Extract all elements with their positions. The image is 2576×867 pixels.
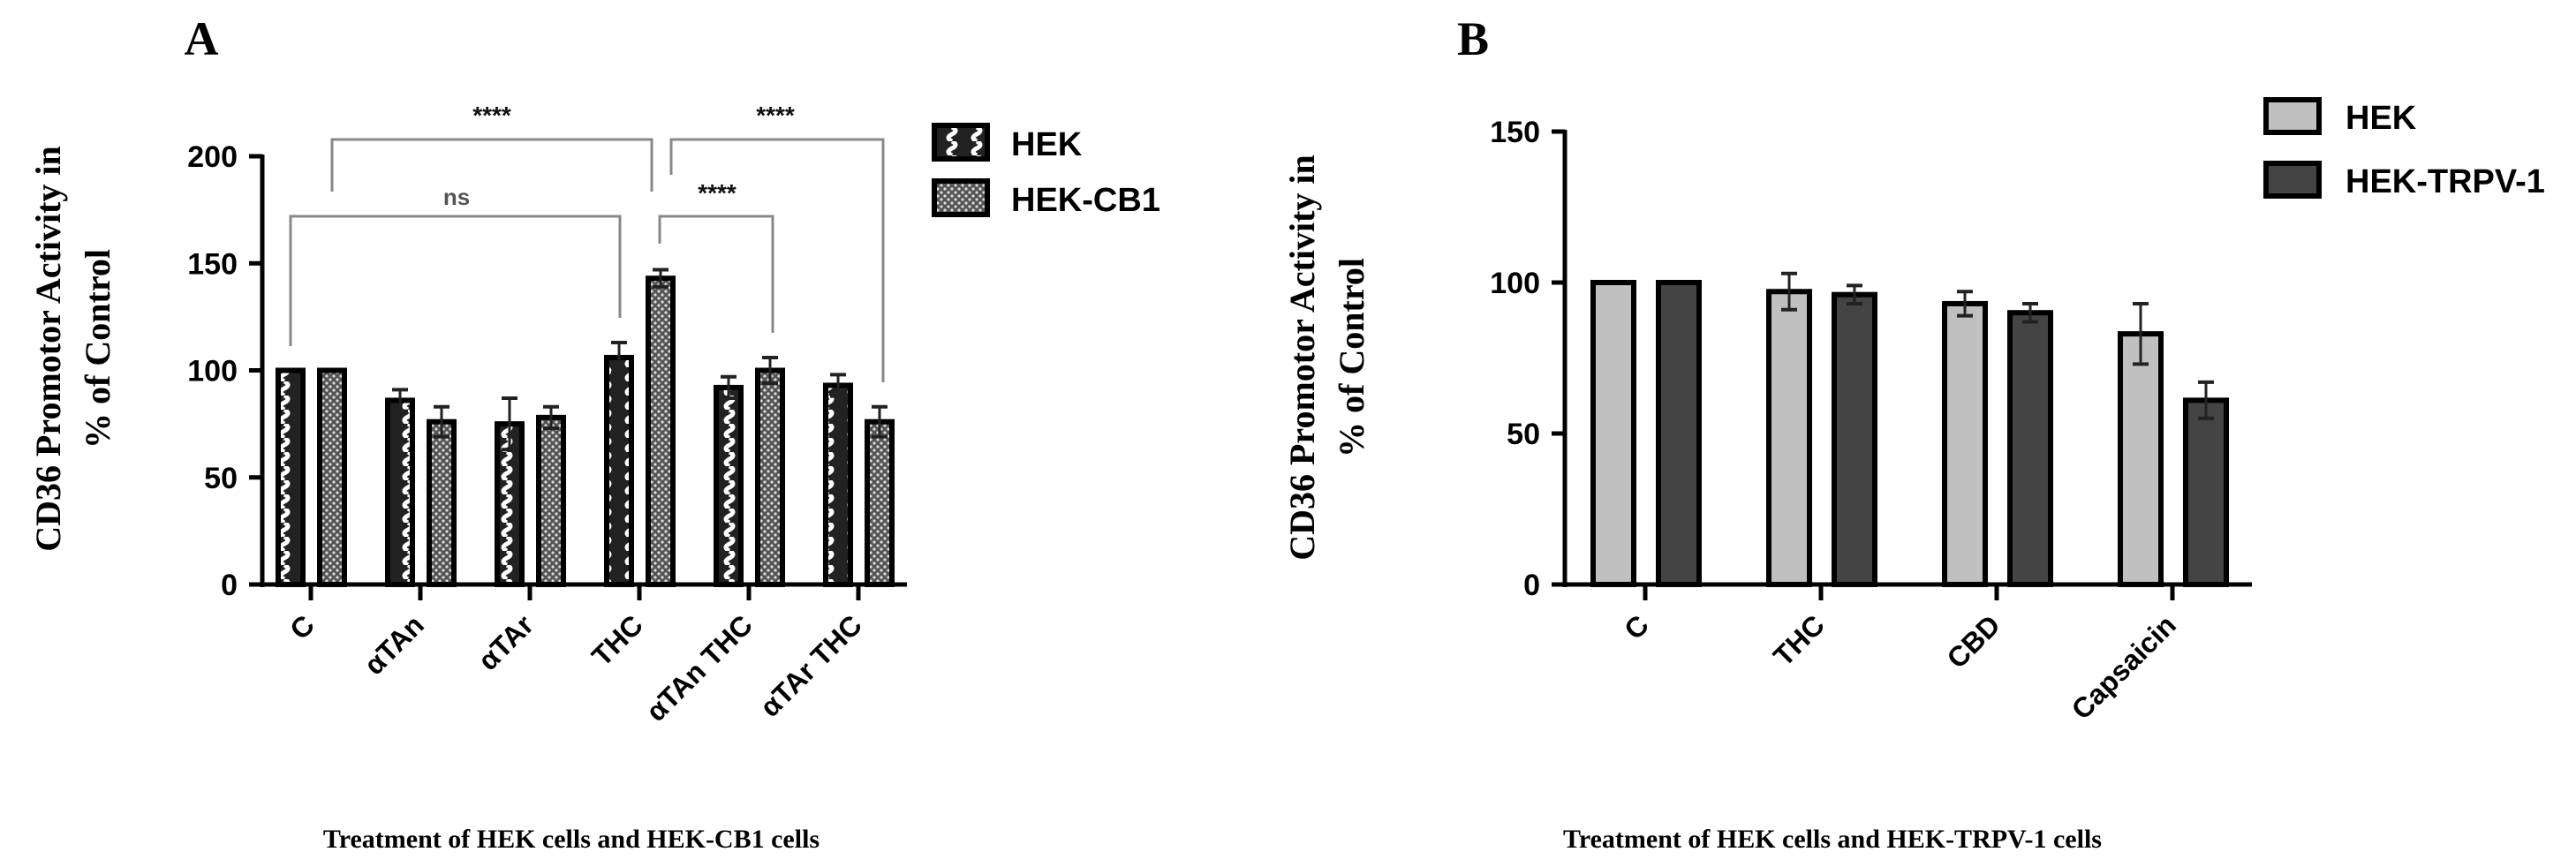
significance-bracket bbox=[289, 215, 622, 346]
y-tick-label: 50 bbox=[1507, 418, 1540, 451]
significance-label: **** bbox=[698, 179, 737, 207]
x-tick-label: CBD bbox=[1940, 608, 2006, 674]
y-tick-label: 200 bbox=[187, 140, 238, 174]
x-tick-label: αTAn THC bbox=[639, 608, 758, 727]
bar-hek-1 bbox=[385, 397, 415, 588]
x-tick-label: THC bbox=[585, 608, 649, 672]
bar-hek-3 bbox=[604, 354, 634, 587]
bar-hek-cb1-5 bbox=[865, 418, 895, 588]
x-tick-label: αTAr THC bbox=[754, 608, 868, 722]
significance-bracket bbox=[330, 138, 653, 192]
panel-b-ylabel-line2: % of Control bbox=[1332, 258, 1371, 457]
legend-hek-b-swatch bbox=[2263, 97, 2322, 135]
bar-hek-cb1-3 bbox=[646, 275, 676, 587]
x-tick-label: αTAn bbox=[358, 608, 430, 681]
bar-hek-cb1-4 bbox=[755, 367, 785, 587]
significance-label: **** bbox=[756, 102, 795, 129]
legend-hek-swatch bbox=[932, 123, 990, 162]
significance-bracket bbox=[658, 215, 774, 333]
panel-b-plot: 0 50 100 150 C THC CBD Capsaicin bbox=[1490, 116, 2252, 726]
y-tick-label: 150 bbox=[1490, 116, 1540, 149]
x-tick-label: C bbox=[283, 608, 321, 645]
legend-hek-b-label: HEK bbox=[2346, 100, 2417, 137]
panel-a-xlabel: Treatment of HEK cells and HEK-CB1 cells bbox=[323, 825, 820, 854]
bar-hek-trpv-1-0 bbox=[1656, 280, 1702, 587]
bar-hek-trpv-1-2 bbox=[2007, 310, 2053, 587]
legend-hek-trpv1-label: HEK-TRPV-1 bbox=[2346, 163, 2545, 200]
panel-a-ylabel-line1: CD36 Promotor Activity in bbox=[28, 146, 68, 552]
panel-b-label: B bbox=[1457, 12, 1489, 65]
y-tick-label: 100 bbox=[1490, 267, 1540, 300]
y-tick-label: 0 bbox=[221, 569, 238, 602]
bar-hek-4 bbox=[714, 384, 744, 587]
bar-hek-trpv-1-1 bbox=[1832, 291, 1877, 587]
y-tick-label: 50 bbox=[204, 462, 238, 495]
bar-hek-2 bbox=[1942, 300, 1988, 587]
bar-hek-2 bbox=[495, 421, 525, 587]
significance-label: **** bbox=[472, 102, 511, 129]
bar-hek-3 bbox=[2118, 331, 2164, 587]
panel-a-ylabel-line2: % of Control bbox=[78, 249, 117, 449]
bar-hek-1 bbox=[1766, 289, 1812, 587]
legend-hek-trpv1-swatch bbox=[2263, 161, 2322, 199]
bar-hek-cb1-2 bbox=[536, 414, 566, 587]
x-tick-label: THC bbox=[1767, 608, 1831, 672]
panel-b-xlabel: Treatment of HEK cells and HEK-TRPV-1 ce… bbox=[1563, 825, 2102, 854]
x-tick-label: Capsaicin bbox=[2066, 608, 2182, 725]
legend-hek-cb1-label: HEK-CB1 bbox=[1011, 182, 1160, 219]
bar-hek-0 bbox=[1590, 280, 1636, 587]
bar-hek-cb1-0 bbox=[317, 367, 347, 587]
bar-hek-trpv-1-3 bbox=[2183, 397, 2229, 587]
y-tick-label: 100 bbox=[187, 355, 238, 388]
bar-hek-cb1-1 bbox=[427, 418, 457, 588]
significance-label: ns bbox=[443, 184, 470, 210]
bar-hek-5 bbox=[823, 382, 853, 587]
panel-b-ylabel-line1: CD36 Promotor Activity in bbox=[1282, 155, 1322, 561]
y-tick-label: 0 bbox=[1523, 569, 1540, 602]
legend-hek-label: HEK bbox=[1011, 126, 1083, 163]
panel-a-label: A bbox=[185, 12, 219, 65]
x-tick-label: C bbox=[1618, 608, 1655, 645]
y-tick-label: 150 bbox=[187, 247, 238, 281]
bar-hek-0 bbox=[276, 367, 306, 587]
x-tick-label: αTAr bbox=[472, 608, 540, 676]
legend-hek-cb1-swatch bbox=[932, 178, 990, 217]
significance-bracket bbox=[669, 138, 885, 382]
